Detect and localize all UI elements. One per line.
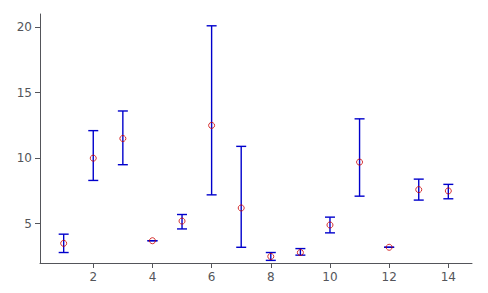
svg-text:6: 6 [208,270,216,284]
svg-text:2: 2 [89,270,97,284]
svg-text:14: 14 [441,270,456,284]
svg-text:20: 20 [17,20,32,34]
svg-text:12: 12 [382,270,397,284]
svg-text:10: 10 [17,151,32,165]
svg-text:4: 4 [149,270,157,284]
svg-text:10: 10 [322,270,337,284]
svg-text:8: 8 [267,270,275,284]
svg-text:5: 5 [24,217,32,231]
svg-text:15: 15 [17,86,32,100]
